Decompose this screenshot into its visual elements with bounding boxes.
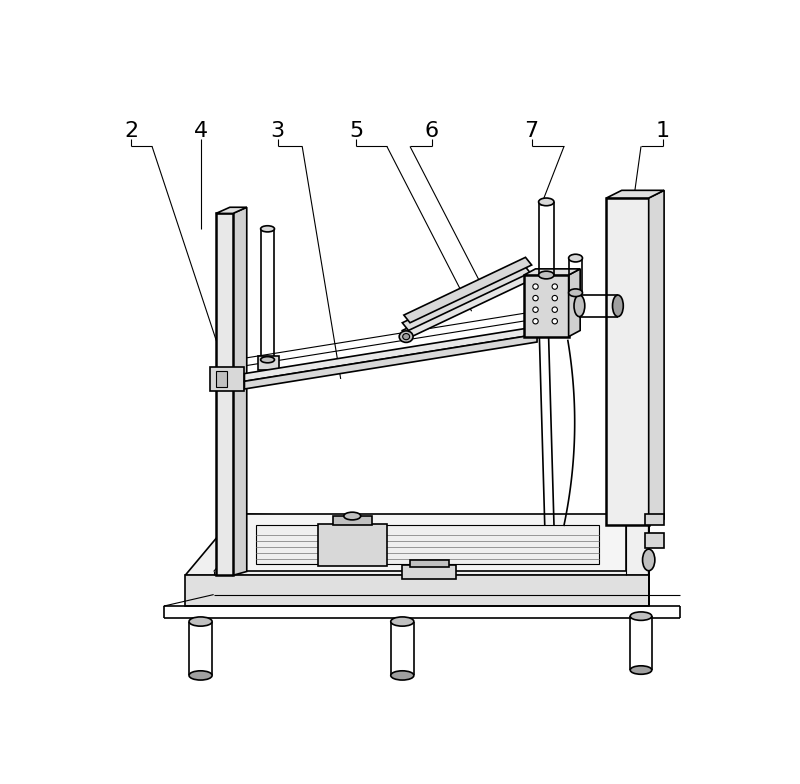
Polygon shape	[402, 565, 456, 579]
Polygon shape	[333, 516, 371, 525]
Ellipse shape	[642, 549, 655, 571]
Polygon shape	[258, 356, 279, 370]
Polygon shape	[216, 213, 233, 575]
Polygon shape	[402, 265, 530, 331]
Ellipse shape	[533, 296, 538, 301]
Polygon shape	[410, 560, 449, 567]
Polygon shape	[404, 257, 532, 323]
Ellipse shape	[261, 357, 274, 363]
Ellipse shape	[189, 671, 212, 680]
Polygon shape	[524, 269, 580, 275]
Polygon shape	[210, 368, 245, 390]
Ellipse shape	[630, 612, 652, 620]
Polygon shape	[645, 514, 664, 525]
Ellipse shape	[569, 254, 582, 262]
Text: 3: 3	[270, 121, 285, 141]
Ellipse shape	[533, 284, 538, 289]
Ellipse shape	[261, 226, 274, 232]
Ellipse shape	[390, 671, 414, 680]
Text: 7: 7	[525, 121, 538, 141]
Text: 5: 5	[349, 121, 363, 141]
Text: 2: 2	[124, 121, 138, 141]
Polygon shape	[245, 334, 537, 389]
Polygon shape	[185, 575, 649, 606]
Ellipse shape	[344, 512, 361, 520]
Polygon shape	[216, 372, 226, 387]
Ellipse shape	[552, 318, 558, 324]
Polygon shape	[229, 514, 626, 572]
Ellipse shape	[533, 307, 538, 312]
Ellipse shape	[390, 617, 414, 626]
Ellipse shape	[552, 284, 558, 289]
Polygon shape	[256, 525, 598, 564]
Ellipse shape	[189, 617, 212, 626]
Polygon shape	[233, 207, 246, 575]
Ellipse shape	[613, 295, 623, 317]
Ellipse shape	[552, 296, 558, 301]
Polygon shape	[606, 191, 664, 198]
Ellipse shape	[402, 333, 410, 339]
Ellipse shape	[630, 666, 652, 674]
Polygon shape	[216, 207, 246, 213]
Ellipse shape	[538, 198, 554, 205]
Polygon shape	[645, 533, 664, 548]
Polygon shape	[185, 514, 649, 575]
Text: 4: 4	[194, 121, 208, 141]
Ellipse shape	[533, 318, 538, 324]
Ellipse shape	[569, 289, 582, 296]
Polygon shape	[402, 273, 530, 338]
Ellipse shape	[538, 271, 554, 279]
Polygon shape	[318, 524, 387, 566]
Text: 6: 6	[425, 121, 438, 141]
Ellipse shape	[552, 307, 558, 312]
Text: 1: 1	[655, 121, 670, 141]
Polygon shape	[245, 327, 537, 381]
Ellipse shape	[574, 295, 585, 317]
Polygon shape	[569, 269, 580, 336]
Ellipse shape	[399, 331, 413, 343]
Polygon shape	[606, 198, 649, 525]
Polygon shape	[649, 191, 664, 525]
Polygon shape	[524, 275, 569, 336]
